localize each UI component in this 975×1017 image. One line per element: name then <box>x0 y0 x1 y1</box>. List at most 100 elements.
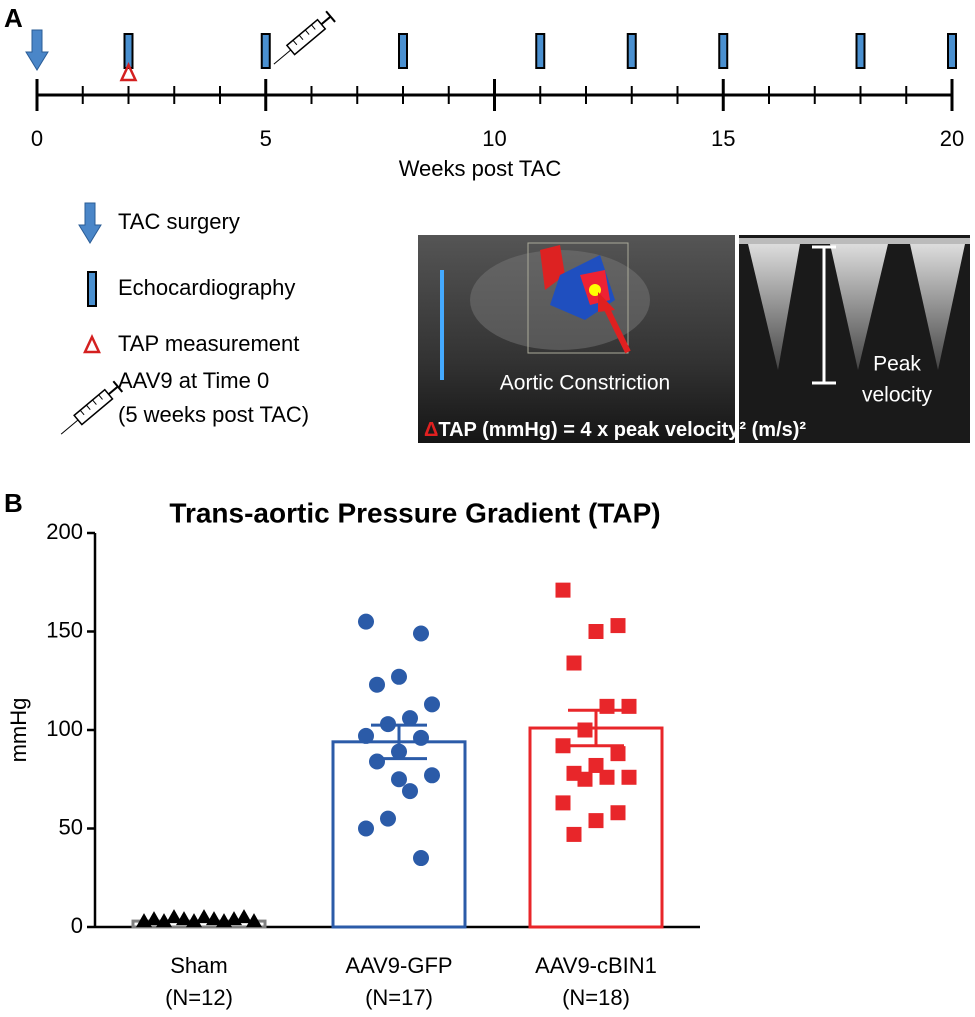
panel-label: B <box>4 488 23 518</box>
y-tick-label: 0 <box>71 913 83 938</box>
data-point <box>196 909 212 924</box>
formula-text: TAP (mmHg) = 4 x peak velocity² (m/s)² <box>438 419 806 441</box>
arrow-head <box>598 292 615 312</box>
data-point <box>186 913 202 928</box>
syringe-marker <box>273 10 336 65</box>
arrow <box>602 303 631 354</box>
x-tick-label: AAV9-GFP <box>345 953 452 978</box>
formula-delta: Δ <box>424 419 438 441</box>
data-point <box>358 727 374 744</box>
x-axis-label: Weeks post TAC <box>399 156 562 181</box>
data-point <box>380 810 396 827</box>
tac-arrow-marker <box>25 29 49 71</box>
roi-box <box>527 242 629 354</box>
echo-marker <box>260 33 271 69</box>
data-point <box>146 911 162 926</box>
echo-marker <box>87 271 97 307</box>
echo-marker <box>123 33 134 69</box>
data-point <box>566 826 582 842</box>
data-point <box>555 582 571 598</box>
syringe-scale <box>311 24 316 30</box>
syringe-marker <box>60 380 124 435</box>
echo-marker <box>535 33 546 69</box>
syringe-handle <box>112 380 124 393</box>
data-point <box>156 913 172 928</box>
echo-marker <box>718 33 729 69</box>
syringe-scale <box>304 29 310 35</box>
formula: ΔTAP (mmHg) = 4 x peak velocity² (m/s)² <box>424 419 806 441</box>
chart-title: Trans-aortic Pressure Gradient (TAP) <box>169 497 660 528</box>
data-point <box>621 769 637 785</box>
y-tick-label: 150 <box>46 617 83 642</box>
data-point <box>206 911 222 926</box>
syringe-scale <box>98 394 103 400</box>
data-point <box>369 676 385 693</box>
echo-marker <box>398 33 408 69</box>
legend-label: Echocardiography <box>118 275 295 300</box>
syringe-scale <box>86 404 91 411</box>
data-point <box>588 624 604 639</box>
syringe-needle <box>60 419 79 435</box>
echo-marker <box>855 33 866 69</box>
x-tick-label: 10 <box>482 126 506 151</box>
syringe-plunger <box>320 15 332 26</box>
syringe-scale <box>298 34 304 41</box>
y-tick-label: 100 <box>46 716 83 741</box>
data-point <box>369 753 385 770</box>
velocity-envelope <box>830 244 888 370</box>
echo-marker <box>626 33 637 69</box>
legend-label: AAV9 at Time 0 <box>118 368 269 393</box>
data-point <box>610 746 626 762</box>
data-point <box>391 668 407 685</box>
data-point <box>610 805 626 821</box>
tap-marker <box>83 334 101 354</box>
syringe-handle <box>325 10 336 23</box>
legend-label: (5 weeks post TAC) <box>118 402 309 427</box>
data-point <box>413 850 429 867</box>
data-point <box>555 795 571 811</box>
x-tick-label: Sham <box>170 953 227 978</box>
image-label: velocity <box>862 384 933 407</box>
velocity-envelope <box>748 244 800 370</box>
data-point <box>621 698 637 714</box>
syringe-scale <box>292 39 298 46</box>
data-point <box>413 729 429 746</box>
panel-label: A <box>4 3 23 33</box>
data-point <box>402 783 418 800</box>
data-point <box>424 696 440 713</box>
y-tick-label: 50 <box>59 814 83 839</box>
x-tick-label: 20 <box>940 126 964 151</box>
data-point <box>577 722 593 738</box>
tap-marker <box>119 62 138 82</box>
tac-arrow-marker <box>78 202 102 244</box>
y-tick-label: 200 <box>46 519 83 544</box>
velocity-envelope <box>910 244 965 370</box>
data-point <box>588 757 604 773</box>
data-point <box>176 911 192 926</box>
y-axis-label: mmHg <box>6 698 31 763</box>
data-point <box>588 813 604 829</box>
data-point <box>246 913 262 928</box>
n-label: (N=17) <box>365 985 433 1010</box>
data-point <box>391 771 407 788</box>
data-point <box>413 625 429 642</box>
data-point <box>166 909 182 924</box>
data-point <box>358 820 374 837</box>
data-point <box>555 738 571 754</box>
bar <box>331 740 467 929</box>
data-point <box>610 618 626 634</box>
data-point <box>424 767 440 784</box>
doppler-baseline <box>739 238 970 244</box>
data-point <box>566 655 582 671</box>
data-point <box>577 771 593 787</box>
color-scale <box>440 270 444 380</box>
image-label: Peak <box>873 353 921 376</box>
data-point <box>402 710 418 727</box>
x-tick-label: AAV9-cBIN1 <box>535 953 657 978</box>
n-label: (N=18) <box>562 985 630 1010</box>
x-tick-label: 5 <box>260 126 272 151</box>
n-label: (N=12) <box>165 985 233 1010</box>
x-tick-label: 15 <box>711 126 735 151</box>
legend-label: TAP measurement <box>118 331 299 356</box>
syringe-scale <box>79 409 85 416</box>
